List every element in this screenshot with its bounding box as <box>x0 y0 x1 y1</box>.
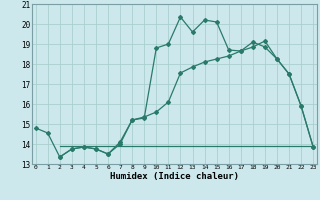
X-axis label: Humidex (Indice chaleur): Humidex (Indice chaleur) <box>110 172 239 181</box>
